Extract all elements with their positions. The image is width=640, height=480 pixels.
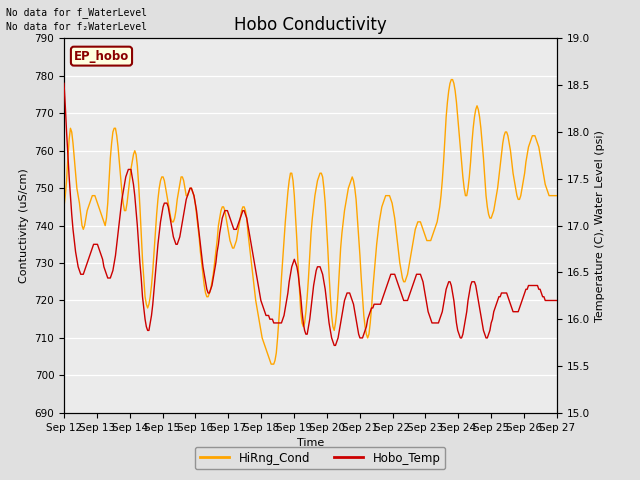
Y-axis label: Contuctivity (uS/cm): Contuctivity (uS/cm) [19,168,29,283]
Text: No data for f₂WaterLevel: No data for f₂WaterLevel [6,22,147,32]
X-axis label: Time: Time [297,438,324,448]
Title: Hobo Conductivity: Hobo Conductivity [234,16,387,34]
Legend: HiRng_Cond, Hobo_Temp: HiRng_Cond, Hobo_Temp [195,447,445,469]
Text: EP_hobo: EP_hobo [74,49,129,62]
Y-axis label: Temperature (C), Water Level (psi): Temperature (C), Water Level (psi) [595,130,605,322]
Text: No data for f_WaterLevel: No data for f_WaterLevel [6,7,147,18]
